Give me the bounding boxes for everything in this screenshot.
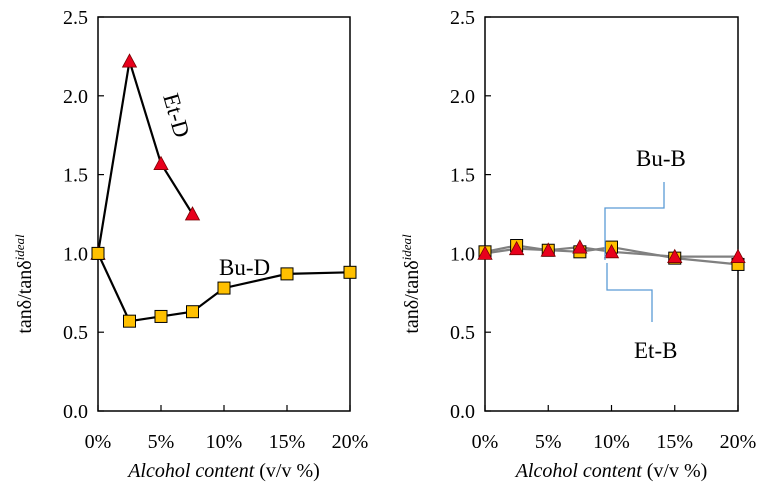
data-point-et-b xyxy=(477,245,493,260)
x-tick-label: 20% xyxy=(332,431,369,453)
x-tick-label: 15% xyxy=(269,431,306,453)
y-tick-label: 1.0 xyxy=(63,243,88,265)
data-point-bu-d xyxy=(186,305,199,319)
bu-b-callout-line xyxy=(604,182,665,260)
left-y-ticks: 0.0 0.5 1.0 1.5 2.0 2.5 xyxy=(63,7,104,423)
y-tick-label: 2.0 xyxy=(63,86,88,108)
left-chart-panel: 0.0 0.5 1.0 1.5 2.0 2.5 0% 5% 10% 15% 20% tanδ/ta… xyxy=(12,7,368,482)
x-tick-label: 15% xyxy=(656,431,693,453)
data-point-et-b xyxy=(508,240,525,256)
data-point-et-d xyxy=(121,53,138,68)
y-tick-label: 1.5 xyxy=(63,165,88,187)
y-tick-label: 0.0 xyxy=(450,401,475,423)
right-plot-frame xyxy=(484,16,739,412)
left-x-ticks: 0% 5% 10% 15% 20% xyxy=(85,405,369,453)
y-tick-label: 1.5 xyxy=(450,165,475,187)
data-point-bu-d xyxy=(217,281,231,295)
data-point-et-b xyxy=(572,239,588,254)
x-tick-label: 5% xyxy=(148,431,175,453)
series-label-et-d: Et-D xyxy=(158,90,194,140)
x-tick-label: 10% xyxy=(593,431,630,453)
right-series xyxy=(477,239,746,271)
y-tick-label: 2.0 xyxy=(450,86,475,108)
left-series xyxy=(90,53,357,328)
data-point-bu-d xyxy=(91,246,105,260)
data-point-et-b xyxy=(667,248,683,263)
data-point-et-b xyxy=(603,243,620,259)
series-line-et-d xyxy=(96,60,194,254)
right-chart-panel: 0.0 0.5 1.0 1.5 2.0 2.5 0% 5% 10% 15% 20% tanδ/ta… xyxy=(399,7,756,482)
left-plot-frame xyxy=(97,16,351,412)
x-tick-label: 0% xyxy=(472,431,499,453)
left-x-axis-label: Alcohol content (v/v %) xyxy=(126,460,320,482)
right-y-ticks: 0.0 0.5 1.0 1.5 2.0 2.5 xyxy=(450,7,491,423)
data-point-et-d xyxy=(184,206,201,221)
et-b-callout-line xyxy=(606,263,653,322)
right-y-axis-label: tanδ/tanδideal xyxy=(399,234,423,334)
x-tick-label: 5% xyxy=(535,431,562,453)
y-tick-label: 2.5 xyxy=(63,7,88,29)
x-tick-label: 10% xyxy=(206,431,243,453)
y-tick-label: 0.5 xyxy=(450,322,475,344)
series-label-bu-d: Bu-D xyxy=(219,255,270,280)
y-tick-label: 0.0 xyxy=(63,401,88,423)
y-tick-label: 0.5 xyxy=(63,322,88,344)
data-point-et-b xyxy=(730,248,746,263)
x-tick-label: 20% xyxy=(720,431,757,453)
left-y-axis-label: tanδ/tanδideal xyxy=(12,234,36,334)
data-point-bu-d xyxy=(343,265,357,279)
series-label-et-b: Et-B xyxy=(634,338,677,363)
right-x-ticks: 0% 5% 10% 15% 20% xyxy=(472,405,757,453)
right-x-axis-label: Alcohol content (v/v %) xyxy=(514,460,708,482)
x-tick-label: 0% xyxy=(85,431,112,453)
data-point-bu-d xyxy=(123,314,136,328)
data-point-et-b xyxy=(540,242,556,257)
data-point-et-d xyxy=(153,155,169,170)
data-point-bu-d xyxy=(280,267,294,281)
series-label-bu-b: Bu-B xyxy=(636,146,686,171)
y-tick-label: 2.5 xyxy=(450,7,475,29)
data-point-bu-d xyxy=(154,309,168,323)
y-tick-label: 1.0 xyxy=(450,243,475,265)
